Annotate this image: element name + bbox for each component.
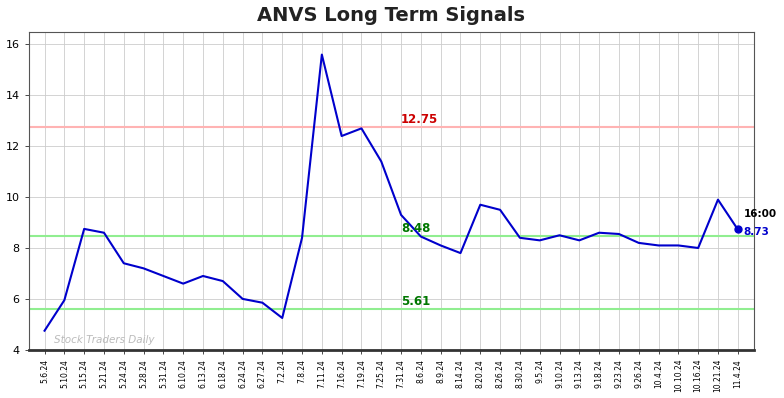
Text: 5.61: 5.61 (401, 295, 430, 308)
Text: 8.48: 8.48 (401, 222, 430, 235)
Point (731, 226, 744, 232)
Text: 12.75: 12.75 (401, 113, 438, 126)
Text: 16:00: 16:00 (744, 209, 777, 219)
Text: Stock Traders Daily: Stock Traders Daily (54, 336, 155, 345)
Text: 8.73: 8.73 (744, 226, 770, 236)
Title: ANVS Long Term Signals: ANVS Long Term Signals (257, 6, 525, 25)
